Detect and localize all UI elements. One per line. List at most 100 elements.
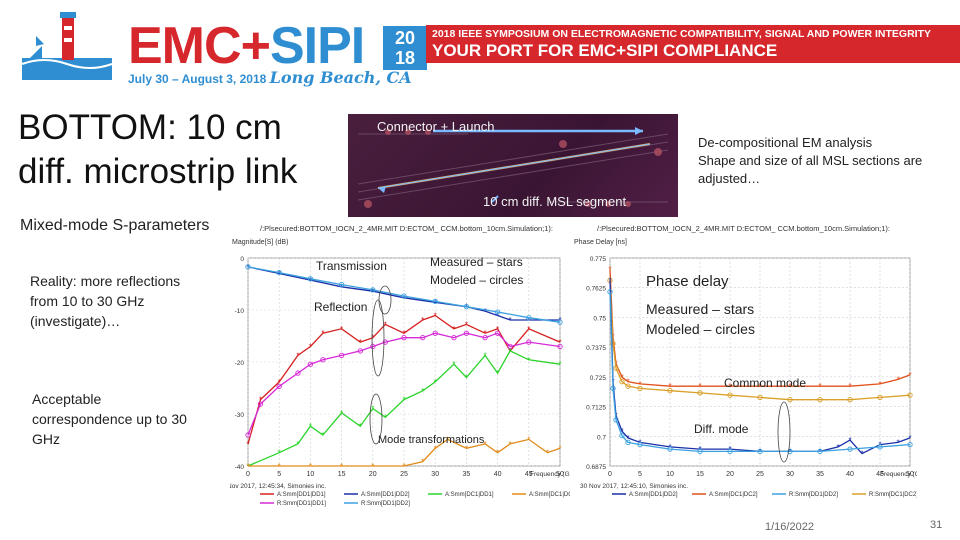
y-axis-label: Phase Delay [ns] (574, 239, 627, 246)
data-point-star: * (321, 329, 324, 338)
y-tick-label: 0.7 (597, 434, 606, 441)
data-point-star: * (496, 325, 499, 334)
data-point-circle (432, 330, 438, 336)
x-tick-label: 30 (786, 471, 794, 478)
phase-delay-chart: /:Plsecured:BOTTOM_IOCN_2_4MR.MIT D:ECTO… (572, 222, 930, 520)
data-point-star: * (359, 338, 362, 347)
annotation-diff-mode: Diff. mode (694, 422, 749, 436)
symposium-tagline: YOUR PORT FOR EMC+SIPI COMPLIANCE (432, 41, 778, 60)
y-tick-label: -30 (235, 412, 245, 419)
data-point-star: * (421, 316, 424, 325)
data-point-circle (907, 392, 913, 398)
data-point-star: * (558, 360, 561, 369)
x-tick-label: 0 (608, 471, 612, 478)
data-point-star: * (484, 329, 487, 338)
pcb-photo (348, 114, 678, 217)
pcb-traces-graphic (357, 127, 669, 208)
data-point-star: * (278, 269, 281, 278)
data-point-star: * (340, 462, 343, 471)
data-point-star: * (527, 356, 530, 365)
data-point-star: * (278, 462, 281, 471)
x-tick-label: 10 (307, 471, 315, 478)
data-point-star: * (836, 443, 839, 452)
annotation-transmission: Transmission (316, 259, 387, 273)
data-point-star: * (546, 449, 549, 458)
legend-entry: A:Smm[DD1|DD2] (629, 492, 678, 498)
data-point-star: * (371, 404, 374, 413)
y-tick-label: 0.7375 (586, 345, 606, 352)
x-tick-label: 10 (666, 471, 674, 478)
data-point-star: * (434, 298, 437, 307)
data-point-circle (338, 281, 345, 288)
sparam-magnitude-chart: /:Plsecured:BOTTOM_IOCN_2_4MR.MIT D:ECTO… (218, 222, 580, 520)
data-point-circle (276, 269, 282, 276)
data-point-star: * (620, 427, 623, 436)
x-tick-label: 40 (846, 471, 854, 478)
data-point-star: * (509, 316, 512, 325)
data-point-star: * (484, 351, 487, 360)
data-point-star: * (496, 312, 499, 321)
data-point-star: * (434, 378, 437, 387)
data-point-star: * (668, 382, 671, 391)
data-point-star: * (818, 382, 821, 391)
x-tick-label: 25 (400, 471, 408, 478)
data-point-star: * (446, 435, 449, 444)
data-point-star: * (384, 320, 387, 329)
data-point-star: * (558, 338, 561, 347)
legend-entry: A:Smm[DD1|DD2] (361, 492, 410, 498)
data-point-star: * (908, 371, 911, 380)
data-point-circle (667, 388, 673, 394)
data-point-circle (557, 319, 563, 325)
data-point-circle (667, 446, 673, 452)
data-point-circle (877, 394, 883, 401)
data-point-star: * (848, 382, 851, 391)
y-tick-label: -40 (235, 464, 245, 471)
data-point-circle (847, 446, 853, 452)
data-point-star: * (259, 396, 262, 405)
data-point-star: * (340, 409, 343, 418)
highlight-ellipse (369, 393, 383, 445)
series-line (248, 438, 561, 467)
data-point-circle (451, 335, 457, 341)
data-point-circle (697, 390, 703, 396)
legend-entry: A:Smm[DC1|DD1] (445, 492, 494, 498)
note-acceptable: Acceptable correspondence up to 30 GHz (32, 391, 187, 447)
chart-header: /:Plsecured:BOTTOM_IOCN_2_4MR.MIT D:ECTO… (597, 224, 890, 233)
y-tick-label: -20 (235, 360, 245, 367)
dates-text: July 30 – August 3, 2018 (128, 72, 267, 86)
annotation-measured-modeled: Measured – stars (646, 301, 754, 317)
lighthouse-logo-icon (22, 12, 112, 80)
data-point-star: * (788, 382, 791, 391)
data-point-circle (727, 392, 733, 398)
data-point-star: * (434, 312, 437, 321)
data-point-star: * (527, 316, 530, 325)
brand-plus: + (240, 17, 271, 75)
event-dates: July 30 – August 3, 2018 Long Beach, CA (128, 68, 412, 87)
annotation-measured-modeled: Measured – stars (430, 255, 523, 269)
note-reality: Reality: more reflections from 10 to 30 … (30, 273, 181, 329)
data-point-circle (607, 289, 613, 295)
city-text: Long Beach, CA (269, 68, 412, 87)
x-tick-label: 20 (369, 471, 377, 478)
data-point-circle (610, 340, 616, 347)
data-point-circle (401, 335, 407, 341)
data-point-circle (619, 432, 625, 439)
data-point-circle (787, 448, 793, 455)
data-point-star: * (465, 320, 468, 329)
data-point-star: * (620, 373, 623, 382)
data-point-circle (463, 330, 470, 336)
data-point-star: * (296, 351, 299, 360)
x-tick-label: 35 (816, 471, 824, 478)
data-point-circle (613, 417, 619, 423)
data-point-circle (507, 343, 513, 350)
y-tick-label: 0.7625 (586, 286, 606, 293)
x-axis-label: Frequency (GHz) (530, 471, 570, 478)
y-axis-label: Magnitude[S] (dB) (232, 239, 288, 246)
chart-footer: 30 Nov 2017, 12:45:10, Simonies inc. (580, 483, 688, 490)
data-point-star: * (509, 347, 512, 356)
brand-emc: EMC (128, 17, 242, 75)
annotation-phase-delay: Phase delay (646, 273, 729, 290)
data-point-star: * (465, 444, 468, 453)
brand-logo: EMC+SIPI (128, 17, 365, 75)
data-point-star: * (509, 440, 512, 449)
